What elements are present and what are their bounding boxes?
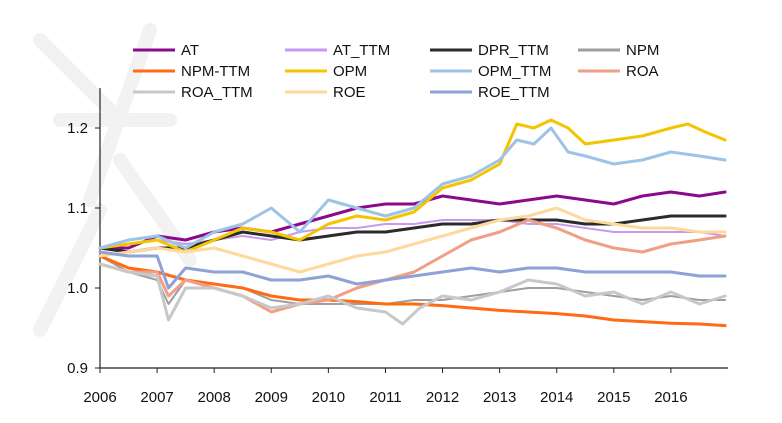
legend-label: ROA_TTM [181,84,253,101]
legend-item: DPR_TTM [430,42,549,59]
x-tick-label: 2007 [140,389,173,406]
series-line-at [98,190,727,250]
x-tick-label: 2008 [197,389,230,406]
x-tick-label: 2013 [483,389,516,406]
x-tick-label: 2010 [312,389,345,406]
legend-label: AT_TTM [333,42,390,59]
legend-label: OPM [333,63,367,80]
legend-label: OPM_TTM [478,63,551,80]
series-line-npm-ttm [98,254,727,328]
series-line-roa [98,218,727,314]
y-tick-label: 1.1 [67,200,88,217]
legend-item: ROE_TTM [430,84,550,101]
legend-label: NPM-TTM [181,63,250,80]
series-line-opm-ttm [98,126,727,250]
series-line-roe-ttm [98,250,727,290]
plot-area: 0.9 1.0 1.1 1.2 2006 2007 2008 2009 2010 2011 2012… [67,88,728,406]
legend-item: ROE [285,84,366,101]
legend-item: OPM_TTM [430,63,551,80]
x-tick-label: 2012 [426,389,459,406]
legend-label: ROA [626,63,659,80]
legend: AT AT_TTM DPR_TTM NPM NPM-TTM OPM OPM_TTM ROA RO… [133,42,659,101]
y-tick-label: 0.9 [67,360,88,377]
legend-label: DPR_TTM [478,42,549,59]
legend-label: ROE [333,84,366,101]
x-tick-label: 2011 [369,389,401,406]
series-line-roe [98,206,727,274]
legend-item: AT [133,42,199,59]
x-tick-label: 2015 [597,389,630,406]
legend-item: ROA_TTM [133,84,253,101]
legend-label: ROE_TTM [478,84,550,101]
legend-item: ROA [578,63,659,80]
legend-item: AT_TTM [285,42,390,59]
x-tick-label: 2016 [654,389,687,406]
y-tick-label: 1.2 [67,120,88,137]
legend-item: NPM [578,42,659,59]
x-tick-label: 2014 [540,389,573,406]
series-line-roa-ttm [98,262,727,326]
legend-item: NPM-TTM [133,63,250,80]
legend-item: OPM [285,63,367,80]
legend-label: NPM [626,42,659,59]
series-line-opm [98,118,727,254]
legend-label: AT [181,42,199,59]
x-tick-label: 2006 [83,389,116,406]
y-tick-label: 1.0 [67,280,88,297]
x-tick-label: 2009 [255,389,288,406]
